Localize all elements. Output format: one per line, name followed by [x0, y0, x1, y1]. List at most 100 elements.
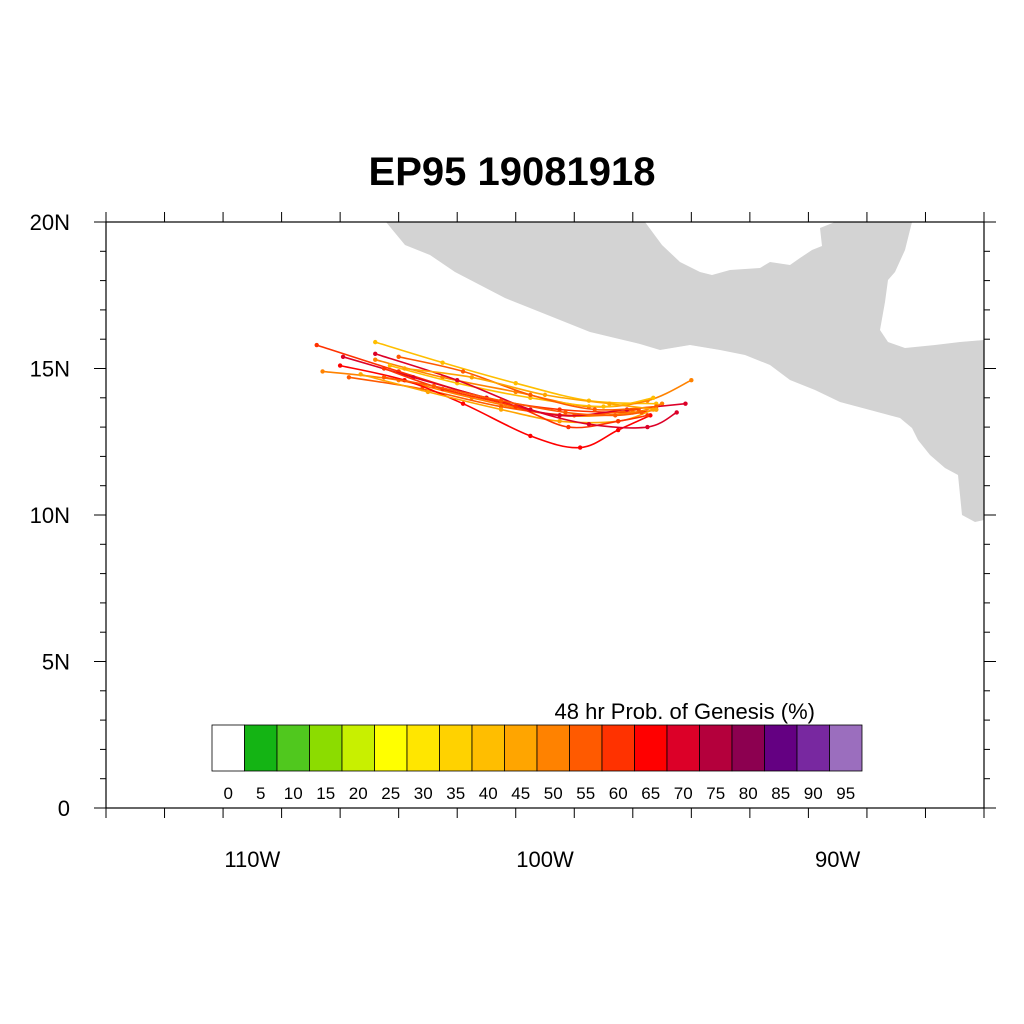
map-title: EP95 19081918	[368, 150, 656, 194]
colorbar-swatch	[406, 724, 440, 772]
track-point	[387, 363, 393, 368]
colorbar-label: 95	[836, 784, 855, 803]
colorbar-swatch	[211, 724, 245, 772]
track-point	[425, 389, 431, 395]
colorbar-swatch	[731, 724, 765, 772]
track-point	[498, 407, 504, 412]
track-point	[689, 378, 694, 383]
colorbar-label: 60	[609, 784, 628, 803]
track-point	[651, 395, 656, 400]
track-point	[645, 413, 650, 418]
track-point	[528, 407, 533, 412]
colorbar-swatch	[666, 724, 700, 772]
track-point	[381, 375, 387, 380]
track-point	[314, 342, 319, 348]
track-point	[358, 372, 363, 377]
track-point	[654, 407, 659, 412]
track-point	[615, 427, 621, 433]
track-point	[566, 424, 571, 430]
track-point	[577, 445, 583, 450]
colorbar-swatch	[569, 724, 603, 772]
track-point	[557, 413, 562, 418]
colorbar-label: 75	[706, 784, 725, 803]
colorbar-label: 55	[576, 784, 595, 803]
track-point	[513, 404, 518, 409]
track-point	[373, 351, 378, 357]
colorbar-swatch	[536, 724, 570, 772]
colorbar-label: 80	[739, 784, 758, 803]
storm-track	[383, 367, 648, 429]
lat-tick-label: 20N	[30, 210, 70, 235]
lat-tick-label: 5N	[42, 650, 70, 675]
track-point	[346, 375, 352, 380]
colorbar-label: 70	[674, 784, 693, 803]
colorbar-label: 15	[316, 784, 335, 803]
colorbar-swatch	[374, 724, 408, 772]
colorbar-label: 35	[446, 784, 465, 803]
track-point	[513, 380, 518, 386]
lat-tick-label: 0	[58, 796, 70, 821]
colorbar-swatch	[601, 724, 635, 772]
track-point	[607, 401, 612, 406]
track-layer	[314, 339, 694, 450]
colorbar-swatch	[471, 724, 505, 772]
track-point	[337, 363, 343, 368]
colorbar-swatch	[634, 724, 668, 772]
track-point	[592, 407, 597, 412]
colorbar-swatch	[764, 724, 798, 772]
colorbar-swatch	[341, 724, 375, 772]
lat-tick-label: 15N	[30, 357, 70, 382]
track-point	[498, 398, 504, 403]
track-point	[460, 401, 466, 406]
track-point	[615, 419, 621, 424]
axis-ticks: 20N 15N 10N 5N 0 110W 100W 90W	[30, 210, 996, 872]
colorbar-label: 45	[511, 784, 530, 803]
colorbar-label: 85	[771, 784, 790, 803]
lat-tick-label: 10N	[30, 503, 70, 528]
track-point	[601, 404, 606, 409]
colorbar-title: 48 hr Prob. of Genesis (%)	[555, 699, 815, 724]
track-point	[586, 421, 592, 427]
colorbar-label: 25	[381, 784, 400, 803]
track-point	[528, 392, 533, 398]
land-mass-mexico-central-america	[386, 222, 984, 522]
track-point	[440, 360, 445, 365]
colorbar-swatch	[504, 724, 538, 772]
track-point	[373, 339, 378, 345]
colorbar-label: 65	[641, 784, 660, 803]
colorbar-swatch	[309, 724, 343, 772]
colorbar-label: 90	[804, 784, 823, 803]
colorbar-label: 20	[349, 784, 368, 803]
colorbar: 48 hr Prob. of Genesis (%) 0 5 10 15 20 25 30 35…	[211, 699, 863, 803]
track-point	[460, 369, 466, 374]
track-point	[563, 410, 568, 415]
lon-tick-label: 90W	[815, 847, 860, 872]
lon-tick-label: 110W	[224, 847, 280, 872]
track-point	[528, 433, 533, 439]
track-point	[639, 410, 644, 415]
colorbar-swatch	[699, 724, 733, 772]
colorbar-swatch	[276, 724, 310, 772]
track-point	[455, 378, 460, 383]
track-point	[613, 413, 618, 418]
track-point	[557, 419, 562, 424]
track-point	[542, 392, 548, 398]
track-point	[645, 424, 650, 430]
track-point	[659, 401, 665, 406]
lon-tick-label: 100W	[516, 847, 574, 872]
colorbar-swatch	[244, 724, 278, 772]
track-point	[320, 369, 325, 374]
track-point	[402, 366, 407, 371]
colorbar-label: 10	[284, 784, 303, 803]
track-point	[381, 366, 387, 371]
track-point	[683, 401, 688, 406]
colorbar-label: 40	[479, 784, 498, 803]
colorbar-label: 30	[414, 784, 433, 803]
track-point	[340, 354, 346, 359]
track-point	[674, 410, 679, 415]
colorbar-swatch	[796, 724, 830, 772]
track-point	[469, 375, 475, 380]
colorbar-label: 50	[544, 784, 563, 803]
colorbar-swatch	[829, 724, 863, 772]
